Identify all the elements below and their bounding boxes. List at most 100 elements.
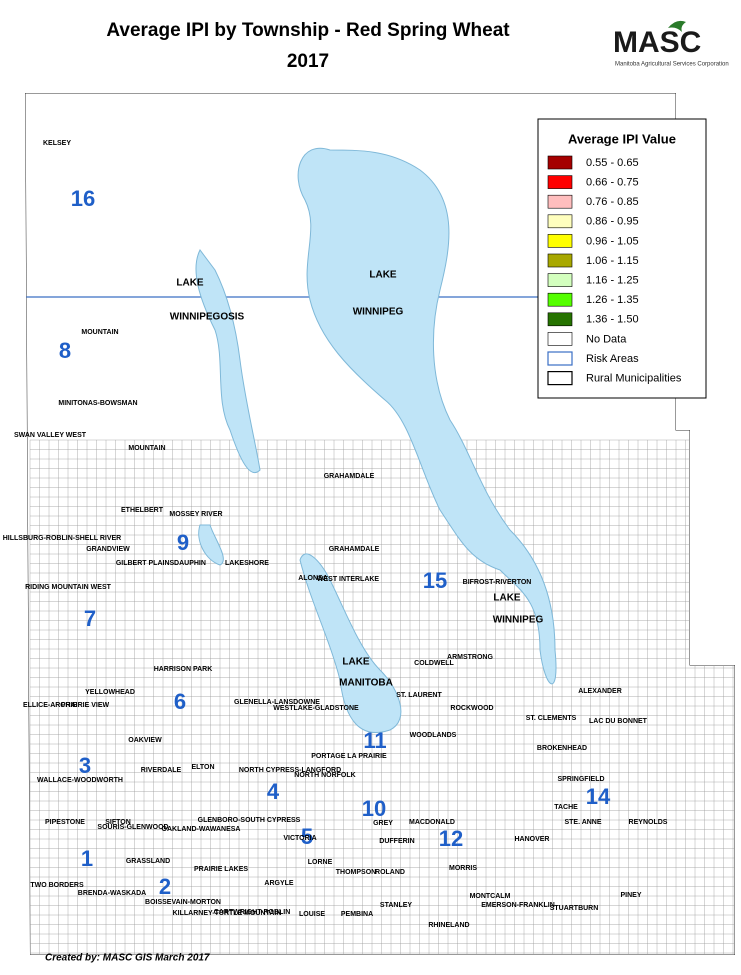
municipality-label: PEMBINA <box>341 911 373 918</box>
legend-swatch <box>547 292 573 307</box>
map-labels: LAKE WINNIPEG LAKE WINNIPEGOSIS LAKE WINNIPEG… <box>3 140 668 929</box>
legend-label: 1.06 - 1.15 <box>586 255 639 267</box>
municipality-label: MINITONAS-BOWSMAN <box>58 400 137 407</box>
lake-manitoba <box>299 553 402 733</box>
municipality-label: PRAIRIE LAKES <box>194 866 248 873</box>
municipality-label: STUARTBURN <box>550 905 599 912</box>
municipality-label: MORRIS <box>449 865 477 872</box>
municipality-label: ARGYLE <box>264 880 294 887</box>
lake-dauphin <box>198 524 224 566</box>
municipality-label: SOURIS-GLENWOOD <box>97 824 168 831</box>
legend-swatch <box>547 371 573 386</box>
municipality-label: MOUNTAIN <box>81 329 118 336</box>
year: 2017 <box>287 51 329 72</box>
municipality-label: MACDONALD <box>409 819 455 826</box>
legend-swatch <box>547 175 573 189</box>
risk-area-number: 14 <box>586 784 611 809</box>
municipality-label: ROLAND <box>375 869 405 876</box>
lake-label: LAKE <box>342 657 370 668</box>
legend-label: Risk Areas <box>586 353 639 365</box>
municipality-label: SIFTON <box>105 819 131 826</box>
title: Average IPI by Township - Red Spring Whe… <box>106 20 510 41</box>
municipality-label: LORNE <box>308 859 333 866</box>
municipality-label: KILLARNEY-TURTLE MOUNTAIN <box>173 910 282 917</box>
municipality-label: WEST INTERLAKE <box>317 576 380 583</box>
municipality-label: ST. CLEMENTS <box>526 715 577 722</box>
lake-winnipeg <box>297 147 557 685</box>
municipality-label: HARRISON PARK <box>154 666 213 673</box>
municipality-label: WESTLAKE-GLADSTONE <box>273 705 359 712</box>
legend-swatch <box>547 332 573 346</box>
legend-swatch <box>547 253 573 268</box>
municipality-label: ARMSTRONG <box>447 654 493 661</box>
legend-label: 1.16 - 1.25 <box>586 275 639 287</box>
municipality-label: MOSSEY RIVER <box>169 511 222 518</box>
municipality-label: SWAN VALLEY WEST <box>14 432 87 439</box>
logo: MASC Manitoba Agricultural Services Corp… <box>613 20 729 68</box>
logo-name: MASC <box>613 26 701 59</box>
municipality-label: ALONSA <box>298 575 328 582</box>
municipality-label: STE. ANNE <box>564 819 601 826</box>
municipality-label: STANLEY <box>380 902 412 909</box>
municipality-label: GILBERT PLAINS <box>116 560 175 567</box>
municipality-label: COLDWELL <box>414 660 454 667</box>
legend-swatch <box>547 214 573 229</box>
municipality-label: ETHELBERT <box>121 507 164 514</box>
municipality-label: BROKENHEAD <box>537 745 587 752</box>
municipality-label: THOMPSON <box>336 869 376 876</box>
municipality-label: KELSEY <box>43 140 71 147</box>
municipality-label: ELTON <box>191 764 214 771</box>
municipality-label: GLENELLA-LANSDOWNE <box>234 699 320 706</box>
municipality-label: LAKESHORE <box>225 560 269 567</box>
legend-title: Average IPI Value <box>568 131 676 146</box>
municipality-label: GRANDVIEW <box>86 546 130 553</box>
logo-leaf <box>668 20 686 32</box>
municipality-label: GLENBORO-SOUTH CYPRESS <box>198 817 301 824</box>
legend-label: 0.55 - 0.65 <box>586 157 639 169</box>
municipality-label: GRASSLAND <box>126 858 170 865</box>
legend-swatch <box>547 155 573 170</box>
risk-area-number: 4 <box>267 779 280 804</box>
municipality-label: PRAIRIE VIEW <box>61 702 110 709</box>
legend-label: 0.96 - 1.05 <box>586 235 639 247</box>
risk-area-number: 7 <box>84 606 96 631</box>
township-grid <box>29 439 735 955</box>
lake-label: MANITOBA <box>339 678 393 689</box>
risk-area-number: 2 <box>159 874 171 899</box>
lake-label: LAKE <box>369 270 397 281</box>
municipality-label: TWO BORDERS <box>30 882 84 889</box>
municipality-label: HANOVER <box>514 836 549 843</box>
municipality-label: BIFROST-RIVERTON <box>463 579 532 586</box>
municipality-label: LOUISE <box>299 911 325 918</box>
risk-area-number: 11 <box>363 728 386 753</box>
legend-swatch <box>547 234 573 248</box>
municipality-label: PIPESTONE <box>45 819 85 826</box>
municipality-label: EMERSON-FRANKLIN <box>481 902 555 909</box>
lake-label: LAKE <box>493 593 521 604</box>
lake-label: WINNIPEG <box>353 307 404 318</box>
legend: Average IPI Value 0.55 - 0.65 0.66 - 0.75… <box>537 118 707 399</box>
legend-label: No Data <box>586 333 627 345</box>
municipality-label: WALLACE-WOODWORTH <box>37 777 123 784</box>
footer: Created by: MASC GIS March 2017 <box>45 953 210 964</box>
municipality-label: RIVERDALE <box>141 767 182 774</box>
lake-winnipegosis <box>195 249 261 473</box>
municipality-label: PINEY <box>620 892 641 899</box>
legend-label: 0.66 - 0.75 <box>586 177 639 189</box>
municipality-label: SPRINGFIELD <box>557 776 604 783</box>
municipality-label: HILLSBURG-ROBLIN-SHELL RIVER <box>3 535 121 542</box>
municipality-label: NORTH NORFOLK <box>294 772 355 779</box>
lake-label: LAKE <box>176 278 204 289</box>
legend-swatch <box>547 273 573 287</box>
risk-area-number: 5 <box>301 824 313 849</box>
risk-area-number: 1 <box>81 846 93 871</box>
municipality-label: WOODLANDS <box>410 732 457 739</box>
legend-label: 0.76 - 0.85 <box>586 196 639 208</box>
municipality-label: DUFFERIN <box>379 838 414 845</box>
legend-label: 0.86 - 0.95 <box>586 216 639 228</box>
municipality-label: ALEXANDER <box>578 688 622 695</box>
municipality-label: BOISSEVAIN-MORTON <box>145 899 221 906</box>
risk-area-number: 10 <box>362 796 386 821</box>
legend-swatch <box>547 351 573 366</box>
